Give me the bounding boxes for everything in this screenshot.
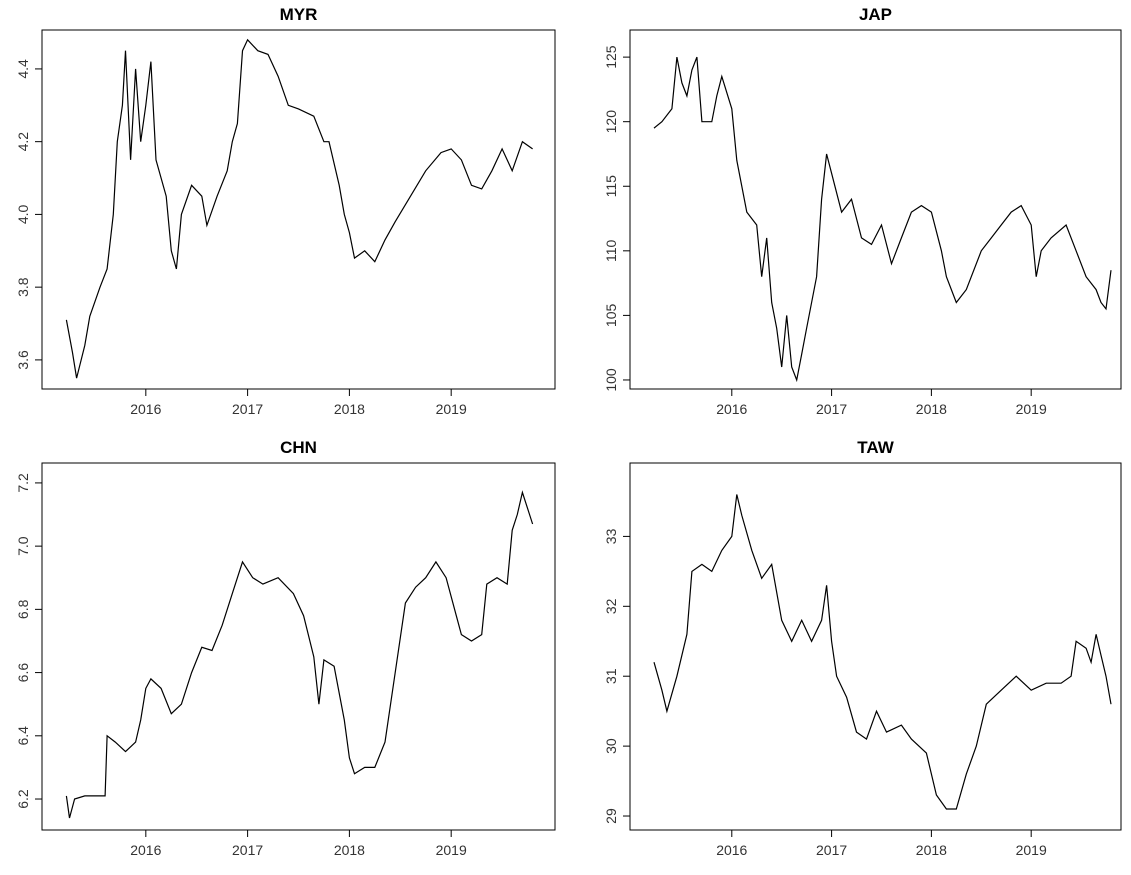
x-tick-label: 2019 — [436, 842, 467, 858]
plot-frame — [41, 29, 556, 390]
x-tick-label: 2016 — [716, 842, 747, 858]
x-tick-label: 2019 — [1016, 842, 1047, 858]
series-line — [65, 490, 534, 819]
x-tick-label: 2016 — [130, 842, 161, 858]
y-tick-label: 3.6 — [15, 350, 31, 370]
x-tick-label: 2018 — [916, 401, 947, 417]
chart-title: JAP — [859, 5, 892, 24]
y-tick-label: 115 — [603, 175, 619, 198]
y-tick-label: 105 — [603, 303, 619, 327]
y-tick-label: 120 — [603, 110, 619, 134]
y-tick-label: 4.2 — [15, 132, 31, 152]
x-tick-label: 2017 — [816, 401, 847, 417]
y-tick-label: 125 — [603, 45, 619, 69]
x-tick-label: 2016 — [716, 401, 747, 417]
series-line — [653, 494, 1112, 810]
chart-title: MYR — [280, 5, 318, 24]
y-tick-label: 7.0 — [15, 536, 31, 556]
plot-frame — [41, 462, 556, 831]
x-tick-label: 2017 — [232, 401, 263, 417]
y-tick-label: 110 — [603, 239, 619, 262]
y-tick-label: 6.8 — [15, 599, 31, 619]
y-tick-label: 100 — [603, 368, 619, 392]
y-tick-label: 3.8 — [15, 277, 31, 297]
x-tick-label: 2018 — [334, 401, 365, 417]
plot-frame — [629, 462, 1122, 831]
y-tick-label: 7.2 — [15, 473, 31, 493]
x-tick-label: 2017 — [232, 842, 263, 858]
plot-frame — [629, 29, 1122, 390]
chart-title: CHN — [280, 438, 317, 457]
x-tick-label: 2016 — [130, 401, 161, 417]
y-tick-label: 33 — [603, 528, 619, 544]
y-tick-label: 30 — [603, 738, 619, 754]
series-line — [65, 38, 533, 379]
x-tick-label: 2018 — [916, 842, 947, 858]
y-tick-label: 32 — [603, 598, 619, 614]
x-tick-label: 2019 — [436, 401, 467, 417]
y-tick-label: 6.6 — [15, 663, 31, 683]
y-tick-label: 6.2 — [15, 789, 31, 809]
chart-title: TAW — [857, 438, 894, 457]
y-tick-label: 6.4 — [15, 726, 31, 746]
series-line — [653, 56, 1112, 383]
y-tick-label: 29 — [603, 808, 619, 824]
y-tick-label: 4.0 — [15, 204, 31, 224]
x-tick-label: 2017 — [816, 842, 847, 858]
y-tick-label: 4.4 — [15, 59, 31, 79]
y-tick-label: 31 — [603, 668, 619, 684]
x-tick-label: 2018 — [334, 842, 365, 858]
x-tick-label: 2019 — [1016, 401, 1047, 417]
